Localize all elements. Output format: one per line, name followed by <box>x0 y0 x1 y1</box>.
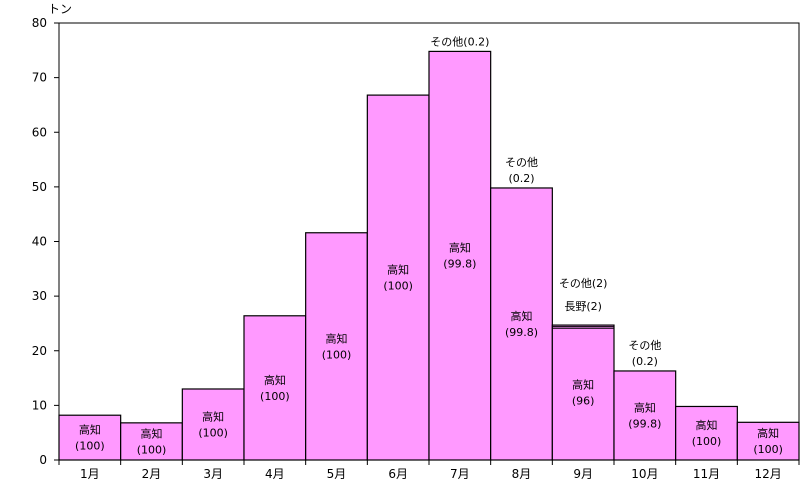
bar-inner-label: 高知 <box>141 426 163 440</box>
y-tick-label: 70 <box>32 71 47 85</box>
bar-12 <box>736 421 800 461</box>
x-tick-label: 10月 <box>631 467 658 481</box>
bar-inner-label: (99.8) <box>505 326 538 339</box>
x-tick-label: 11月 <box>693 467 720 481</box>
bar-inner-label: 高知 <box>757 426 779 440</box>
y-axis-unit-label: トン <box>48 2 72 16</box>
x-tick-label: 4月 <box>265 467 285 481</box>
bar-inner-label: (100) <box>322 348 352 361</box>
bar-annotation: その他 <box>505 156 538 169</box>
bar-inner-label: (100) <box>692 435 722 448</box>
bar-inner-label: 高知 <box>202 409 224 423</box>
bar-9 <box>551 324 615 461</box>
bar-inner-label: 高知 <box>696 418 718 432</box>
bar-annotation: その他 <box>628 339 661 352</box>
bar-inner-label: 高知 <box>572 378 594 392</box>
bar-inner-label: 高知 <box>79 423 101 437</box>
bar-7 <box>428 50 492 461</box>
bars <box>58 50 800 461</box>
bar-inner-label: (99.8) <box>443 258 476 271</box>
bar-3 <box>181 388 245 461</box>
bar-2 <box>120 422 183 461</box>
bar-inner-label: 高知 <box>264 373 286 387</box>
x-tick-label: 9月 <box>573 467 593 481</box>
bar-inner-label: (100) <box>383 280 413 293</box>
y-tick-label: 10 <box>32 398 47 412</box>
bar-inner-label: (100) <box>75 440 105 453</box>
bar-1 <box>58 414 122 461</box>
bar-inner-label: (99.8) <box>628 417 661 430</box>
bar-inner-label: 高知 <box>634 400 656 414</box>
x-tick-label: 7月 <box>450 467 470 481</box>
bar-6 <box>366 94 430 461</box>
bar-4 <box>243 315 307 461</box>
bar-11 <box>675 405 738 461</box>
y-tick-label: 50 <box>32 180 47 194</box>
bar-annotation: 長野(2) <box>564 300 602 313</box>
bar-annotation: その他(0.2) <box>430 35 489 48</box>
y-tick-label: 40 <box>32 235 47 249</box>
y-tick-label: 30 <box>32 289 47 303</box>
x-tick-label: 12月 <box>755 467 782 481</box>
bar-8 <box>490 187 553 461</box>
x-tick-label: 5月 <box>327 467 347 481</box>
bar-inner-label: (100) <box>198 426 228 439</box>
bar-inner-label: 高知 <box>326 331 348 345</box>
x-tick-label: 2月 <box>142 467 162 481</box>
y-tick-label: 80 <box>32 16 47 30</box>
bar-inner-label: (100) <box>753 443 783 456</box>
bar-inner-label: (100) <box>137 443 167 456</box>
bar-annotation: その他(2) <box>559 277 608 290</box>
bar-annotation: (0.2) <box>632 355 658 368</box>
x-tick-label: 8月 <box>512 467 532 481</box>
bar-5 <box>305 232 368 461</box>
bar-annotation: (0.2) <box>508 172 534 185</box>
y-tick-label: 20 <box>32 344 47 358</box>
bar-10 <box>613 370 677 461</box>
x-tick-label: 3月 <box>203 467 223 481</box>
x-tick-label: 1月 <box>80 467 100 481</box>
labels: 1月 高知 (100) 2月 高知 (100) 3月 高知 (100) 4月 高知 (100) 5月 高知… <box>75 35 783 481</box>
bar-inner-label: 高知 <box>449 241 471 255</box>
bar-inner-label: 高知 <box>511 309 533 323</box>
bar-inner-label: 高知 <box>387 263 409 277</box>
bar-inner-label: (100) <box>260 390 290 403</box>
x-tick-label: 6月 <box>388 467 408 481</box>
y-tick-label: 60 <box>32 125 47 139</box>
bar-inner-label: (96) <box>572 395 595 408</box>
y-tick-label: 0 <box>39 453 47 467</box>
